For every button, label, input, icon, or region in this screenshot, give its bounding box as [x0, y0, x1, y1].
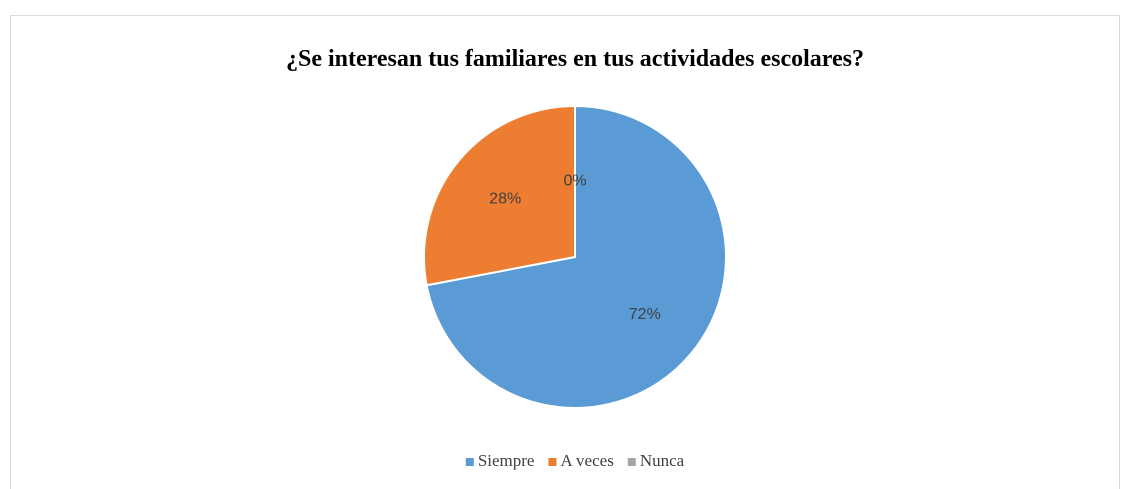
legend-label: A veces [560, 451, 613, 470]
legend-swatch [465, 458, 474, 466]
data-label: 28% [489, 190, 521, 207]
data-label: 72% [629, 306, 661, 323]
legend-label: Nunca [640, 451, 685, 470]
pie-slice [423, 104, 576, 287]
legend-swatch [548, 458, 557, 466]
data-label: 0% [563, 173, 586, 190]
legend-label: Siempre [478, 451, 535, 470]
pie-slice [425, 104, 727, 409]
chart-title: ¿Se interesan tus familiares en tus acti… [286, 46, 864, 72]
chart-border [10, 15, 1120, 489]
legend-swatch [627, 458, 636, 466]
